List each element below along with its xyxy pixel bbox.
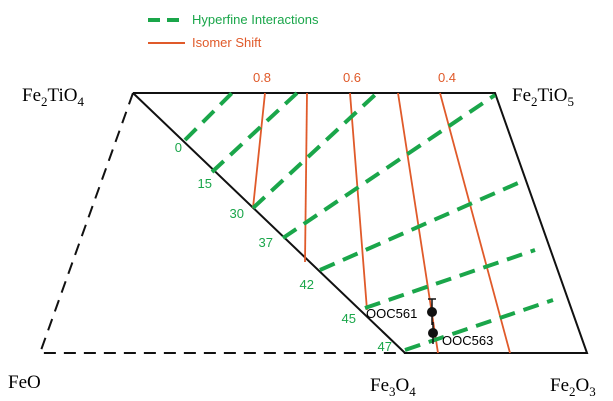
label-part: 5 [567, 94, 574, 109]
label-part: TiO [48, 85, 78, 106]
hyperfine-label: 45 [342, 311, 356, 326]
legend-label: Hyperfine Interactions [192, 12, 319, 27]
sample-point [427, 307, 437, 317]
hyperfine-label: 37 [259, 235, 273, 250]
label-part: 3 [589, 384, 596, 399]
sample-label: OOC561 [366, 306, 417, 321]
hyperfine-label: 42 [300, 277, 314, 292]
corner-label: Fe2TiO5 [512, 85, 574, 109]
hyperfine-label: 15 [198, 176, 212, 191]
label-part: O [576, 375, 590, 396]
legend-label: Isomer Shift [192, 35, 262, 50]
label-part: TiO [538, 85, 568, 106]
label-part: 2 [569, 384, 576, 399]
isomer-label: 0.8 [253, 70, 271, 85]
label-part: 3 [389, 384, 396, 399]
hyperfine-label: 30 [230, 206, 244, 221]
isomer-label: 0.6 [343, 70, 361, 85]
label-part: Fe [22, 85, 41, 106]
hyperfine-labels: 0 15 30 37 42 45 47 [175, 140, 392, 354]
outline [38, 92, 589, 354]
label-part: Fe [512, 85, 531, 106]
label-part: FeO [8, 372, 41, 393]
corner-label: Fe2O3 [550, 375, 596, 399]
label-part: 4 [77, 94, 84, 109]
label-part: O [396, 375, 410, 396]
corner-label: Fe3O4 [370, 375, 416, 399]
label-part: 2 [41, 94, 48, 109]
label-part: Fe [550, 375, 569, 396]
hyperfine-label: 47 [378, 339, 392, 354]
corner-label: FeO [8, 372, 41, 393]
label-part: Fe [370, 375, 389, 396]
hyperfine-lines [183, 91, 554, 352]
label-part: 2 [531, 94, 538, 109]
corner-label: Fe2TiO4 [22, 85, 84, 109]
sample-point [428, 328, 438, 338]
hyperfine-label: 0 [175, 140, 182, 155]
sample-label: OOC563 [442, 333, 493, 348]
label-part: 4 [409, 384, 416, 399]
isomer-label: 0.4 [438, 70, 456, 85]
